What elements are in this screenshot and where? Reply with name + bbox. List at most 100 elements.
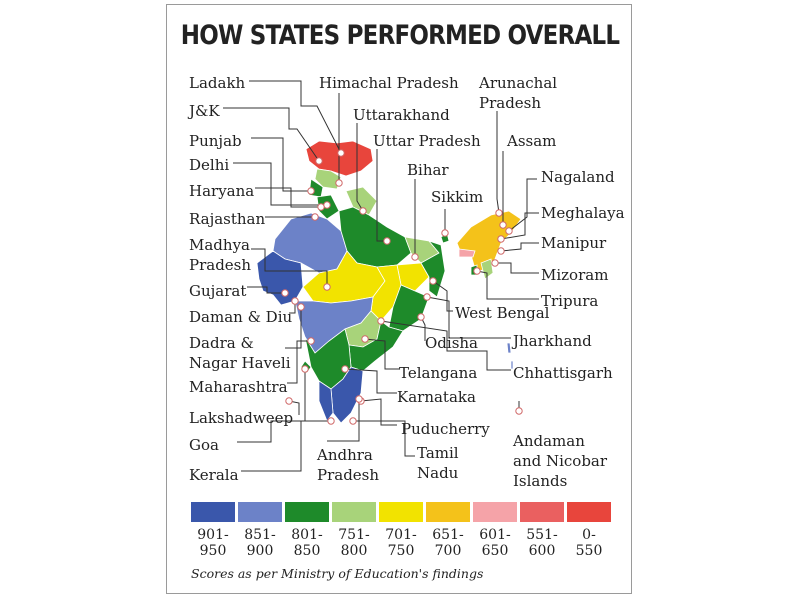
legend-range-label: 851- 900 [244,527,276,559]
state-dot [349,417,357,425]
label-andaman: Andaman and Nicobar Islands [513,432,608,490]
label-uttarakhand: Uttarakhand [353,106,450,124]
leader-karnataka [344,368,397,394]
label-maharashtra: Maharashtra [189,378,288,396]
leader-tripura [476,270,539,300]
leader-goa [237,369,306,443]
state-dot [327,417,335,425]
color-legend [191,502,611,526]
legend-swatch [379,502,423,522]
label-puducherry: Puducherry [401,420,490,438]
state-dot [411,253,419,261]
state-dot [441,229,449,237]
state-dot [285,397,293,405]
label-ladakh: Ladakh [189,74,246,92]
label-andhra: Andhra Pradesh [317,446,380,484]
legend-swatch [332,502,376,522]
label-tamil-nadu: Tamil Nadu [417,444,459,482]
legend-range-label: 701- 750 [385,527,417,559]
state-dot [355,395,363,403]
state-dot [515,407,523,415]
leader-telangana [364,338,399,370]
state-dot [291,297,299,305]
label-jk: J&K [189,102,220,120]
leader-punjab [251,137,311,192]
state-dot [423,293,431,301]
label-madhya-pradesh: Madhya Pradesh [189,236,252,274]
label-mizoram: Mizoram [541,266,609,284]
state-shapes [256,140,522,424]
infographic-card: HOW STATES PERFORMED OVERALL [166,4,632,594]
legend-range-label: 0- 550 [575,527,603,559]
state-dot [335,179,343,187]
label-bihar: Bihar [407,161,449,179]
label-haryana: Haryana [189,182,255,200]
state-dot [429,277,437,285]
leader-dadra [285,307,302,349]
leader-meghalaya [500,212,539,240]
leader-jk [223,107,320,162]
label-uttar-pradesh: Uttar Pradesh [373,132,481,150]
andaman-islands [506,342,514,370]
leader-kerala [241,420,331,472]
legend-range-label: 901- 950 [197,527,229,559]
legend-range-label: 651- 700 [432,527,464,559]
state-dot [361,335,369,343]
label-dadra: Dadra & Nagar Haveli [189,334,291,372]
leader-ladakh [249,80,342,154]
state-dot [377,317,385,325]
label-arunachal: Arunachal Pradesh [479,74,558,112]
state-dot [417,313,425,321]
legend-range-label: 801- 850 [291,527,323,559]
legend-swatch [191,502,235,522]
leader-manipur [500,242,539,252]
label-karnataka: Karnataka [397,388,476,406]
leader-delhi [233,162,327,206]
leader-tamilnadu [353,420,415,457]
state-dot [497,247,505,255]
leader-gujarat [247,286,285,294]
state-tamil-nadu [330,366,364,424]
label-kerala: Kerala [189,466,239,484]
state-dot [495,209,503,217]
label-meghalaya: Meghalaya [541,204,625,222]
state-dot [499,221,507,229]
state-mizoram [480,258,494,280]
state-dot [307,187,315,195]
state-dot [337,149,345,157]
state-uttar-pradesh [338,206,412,268]
state-dot [383,237,391,245]
leader-mizoram [495,262,539,274]
state-dot [323,201,331,209]
label-delhi: Delhi [189,156,230,174]
state-meghalaya [458,248,476,258]
leader-mp [251,248,328,287]
state-west-bengal [420,240,446,298]
state-dot [473,267,481,275]
label-nagaland: Nagaland [541,168,615,186]
leader-jharkhand [426,296,511,339]
legend-swatch [238,502,282,522]
state-dot [311,213,319,221]
leader-chhattisgarh [380,320,511,371]
legend-swatch [426,502,470,522]
state-dot [317,203,325,211]
leader-puducherry [360,398,397,426]
state-dot [359,207,367,215]
legend-swatch [473,502,517,522]
label-tripura: Tripura [541,292,599,310]
label-goa: Goa [189,436,219,454]
state-dot [491,259,499,267]
leader-lines [223,80,539,472]
leader-nagaland [508,178,537,232]
state-dot [281,289,289,297]
map-title: HOW STATES PERFORMED OVERALL [180,21,620,51]
label-himachal: Himachal Pradesh [319,74,459,92]
legend-range-label: 601- 650 [479,527,511,559]
label-chhattisgarh: Chhattisgarh [513,364,613,382]
leader-andhra [327,399,360,442]
leader-arunachal [496,111,500,214]
label-west-bengal: West Bengal [455,304,550,322]
leader-uttarakhand [356,123,364,212]
legend-swatch [567,502,611,522]
